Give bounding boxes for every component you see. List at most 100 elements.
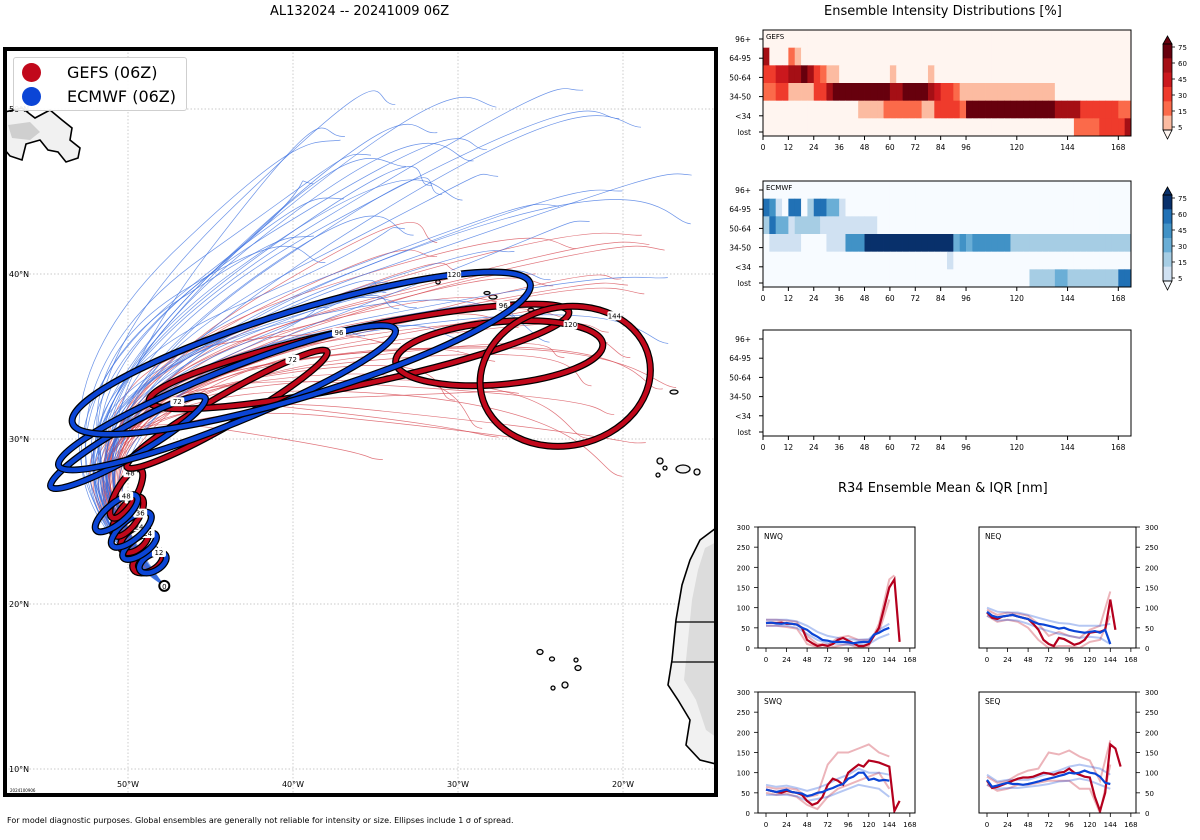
heatmap-cell xyxy=(902,269,910,288)
heatmap-cell xyxy=(889,269,897,288)
colorbar-label: 5 xyxy=(1178,124,1182,132)
intensity-x-label: 96 xyxy=(961,443,971,452)
heatmap-cell xyxy=(813,83,821,102)
heatmap-cell xyxy=(807,83,815,102)
heatmap-cell xyxy=(763,181,770,200)
intensity-x-label: 24 xyxy=(809,143,819,152)
heatmap-cell xyxy=(978,234,986,253)
r34-x-label: 144 xyxy=(883,821,897,829)
heatmap-cell xyxy=(813,198,821,217)
heatmap-cell xyxy=(775,234,783,253)
heatmap-cell xyxy=(839,65,846,84)
heatmap-cell xyxy=(782,30,789,49)
heatmap-cell xyxy=(1092,118,1100,137)
heatmap-cell xyxy=(763,251,770,270)
heatmap-cell xyxy=(1042,83,1049,102)
r34-x-label: 96 xyxy=(844,656,853,664)
heatmap-cell xyxy=(769,216,777,235)
heatmap-cell xyxy=(966,100,973,119)
heatmap-cell xyxy=(1105,251,1113,270)
map-frame xyxy=(3,47,718,797)
heatmap-cell xyxy=(1067,198,1075,217)
heatmap-cell xyxy=(782,251,789,270)
heatmap-cell xyxy=(883,216,891,235)
r34-y-label: 100 xyxy=(737,770,750,778)
heatmap-cell xyxy=(972,65,980,84)
heatmap-cell xyxy=(896,47,903,66)
heatmap-cell xyxy=(807,198,815,217)
heatmap-cell xyxy=(1054,234,1062,253)
heatmap-cell xyxy=(972,118,980,137)
gefs-ellipse-label-bg xyxy=(285,354,300,364)
heatmap-cell xyxy=(1042,269,1049,288)
heatmap-cell xyxy=(997,83,1005,102)
intensity-x-label: 96 xyxy=(961,294,971,303)
heatmap-cell xyxy=(782,269,789,288)
heatmap-cell xyxy=(775,65,783,84)
heatmap-cell xyxy=(858,198,865,217)
heatmap-cell xyxy=(908,269,916,288)
heatmap-cell xyxy=(978,47,986,66)
heatmap-cell xyxy=(953,65,961,84)
heatmap-cell xyxy=(940,181,948,200)
r34-x-label: 0 xyxy=(985,821,989,829)
heatmap-cell xyxy=(1105,269,1113,288)
heatmap-cell xyxy=(1004,198,1011,217)
heatmap-cell xyxy=(813,118,821,137)
heatmap-cell xyxy=(1118,83,1126,102)
heatmap-cell xyxy=(1111,181,1119,200)
heatmap-cell xyxy=(1124,198,1132,217)
heatmap-cell xyxy=(794,234,802,253)
heatmap-cell xyxy=(839,100,846,119)
heatmap-cell xyxy=(1092,216,1100,235)
r34-y-label: 250 xyxy=(1145,544,1158,552)
heatmap-cell xyxy=(826,30,834,49)
heatmap-cell xyxy=(1105,234,1113,253)
heatmap-cell xyxy=(769,198,777,217)
heatmap-cell xyxy=(902,100,910,119)
heatmap-cell xyxy=(769,251,777,270)
heatmap-cell xyxy=(921,100,929,119)
heatmap-cell xyxy=(959,47,967,66)
heatmap-cell xyxy=(807,118,815,137)
heatmap-cell xyxy=(807,30,815,49)
heatmap-cell xyxy=(870,269,878,288)
heatmap-cell xyxy=(947,269,954,288)
intensity-x-label: 120 xyxy=(1010,443,1025,452)
heatmap-cell xyxy=(1080,198,1087,217)
heatmap-cell xyxy=(1118,269,1126,288)
intensity-x-label: 84 xyxy=(936,294,946,303)
heatmap-cell xyxy=(832,216,840,235)
intensity-x-label: 0 xyxy=(761,294,766,303)
heatmap-cell xyxy=(1035,118,1043,137)
r34-lines xyxy=(765,574,901,648)
heatmap-cell xyxy=(972,251,980,270)
heatmap-cell xyxy=(1016,65,1024,84)
gefs-ellipse-label-144: 144 xyxy=(608,312,622,320)
heatmap-cell xyxy=(889,30,897,49)
heatmap-cell xyxy=(1073,118,1081,137)
panel-frame xyxy=(762,180,1132,288)
heatmap-cell xyxy=(1105,198,1113,217)
heatmap-cell xyxy=(1086,198,1094,217)
island xyxy=(536,648,544,656)
heatmap-cell xyxy=(972,30,980,49)
heatmap-cell xyxy=(1092,30,1100,49)
heatmap-cell xyxy=(1035,269,1043,288)
heatmap-cell xyxy=(934,47,942,66)
r34-x-label: 24 xyxy=(782,656,791,664)
heatmap-cell xyxy=(1029,269,1037,288)
heatmap-cell xyxy=(1080,251,1087,270)
heatmap-cell xyxy=(1035,83,1043,102)
heatmap-cell xyxy=(782,198,789,217)
heatmap-cell xyxy=(1004,83,1011,102)
heatmap-cell xyxy=(915,47,923,66)
heatmap-cell xyxy=(851,181,859,200)
heatmap-cell xyxy=(851,65,859,84)
quadrant-name: SEQ xyxy=(985,697,1000,706)
heatmap-cell xyxy=(896,30,903,49)
colorbar-segment xyxy=(1163,44,1172,59)
heatmap-cell xyxy=(794,269,802,288)
heatmap-cell xyxy=(813,65,821,84)
heatmap-cell xyxy=(763,30,770,49)
